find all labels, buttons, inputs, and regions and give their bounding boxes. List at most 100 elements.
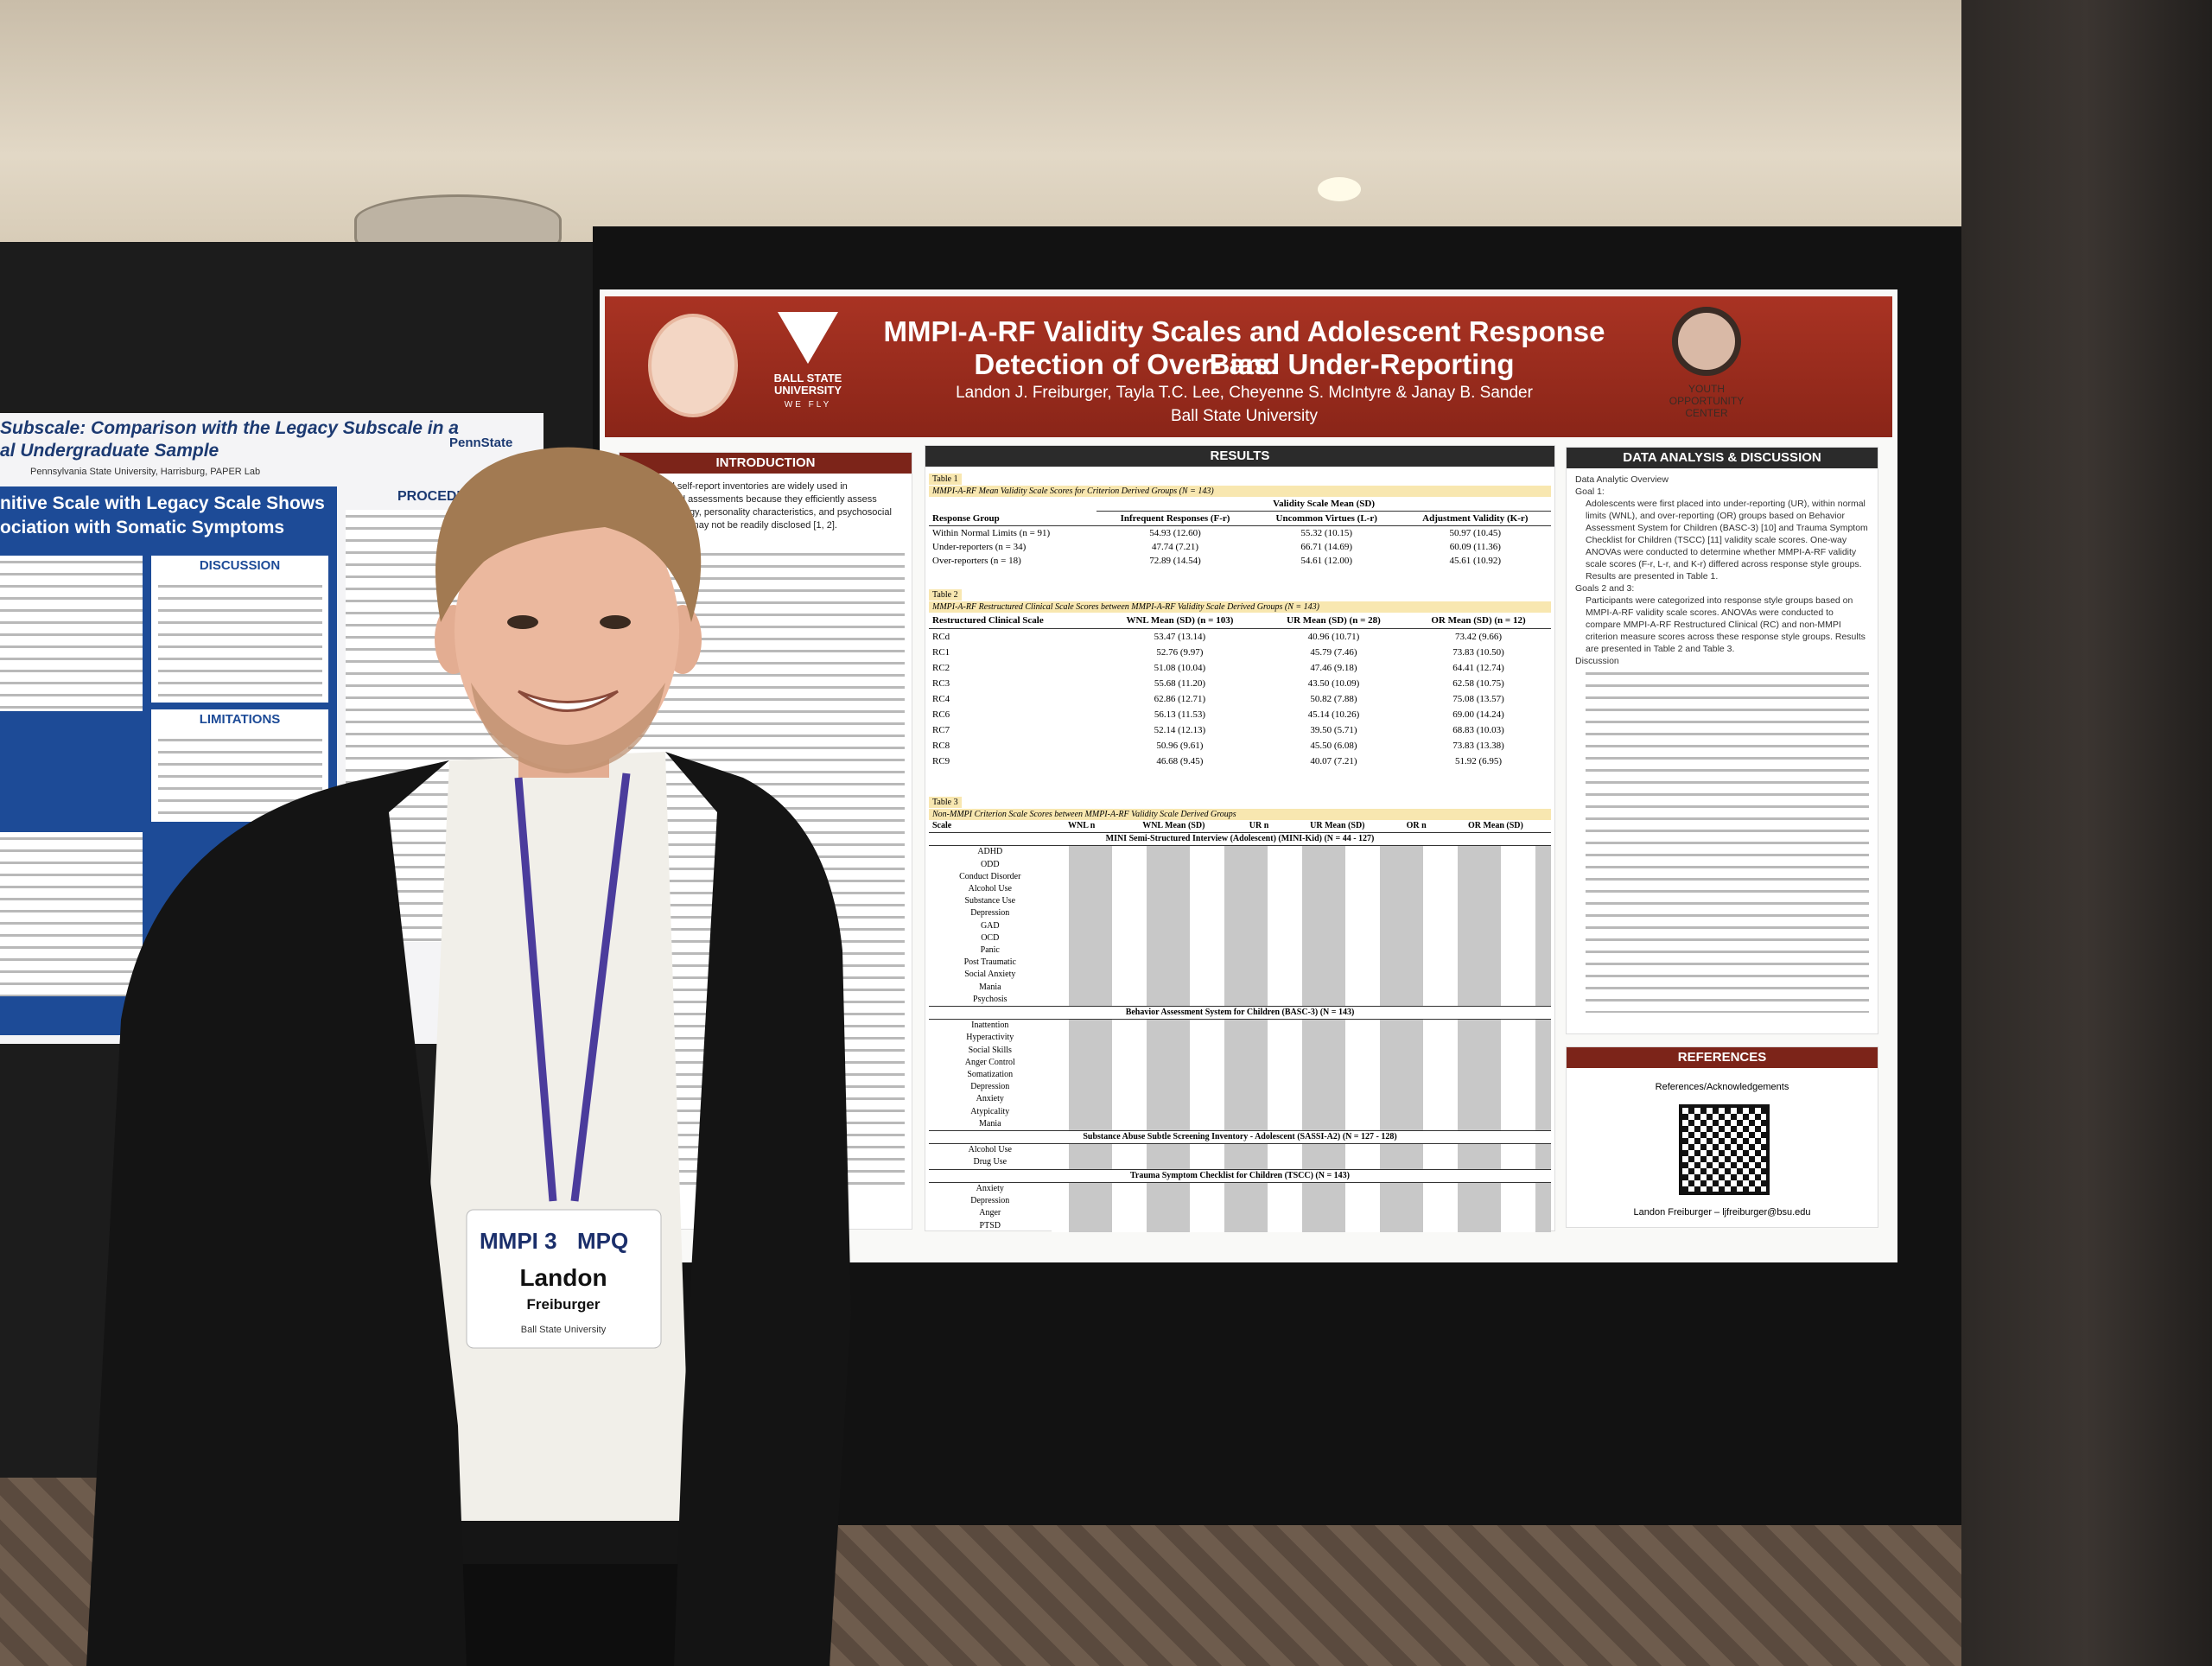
cell: 69.00 (14.24) [1452, 709, 1504, 720]
cell: 54.93 (12.60) [1149, 528, 1201, 538]
cell: 39.50 (5.71) [1310, 725, 1357, 735]
cell-values [1051, 981, 1551, 994]
table-label: Table 2 [929, 589, 962, 601]
scale-name: Anger Control [964, 1057, 1015, 1067]
left-discussion: DISCUSSION [199, 558, 281, 573]
cell-values [1051, 957, 1551, 970]
cell: 46.68 (9.45) [1156, 756, 1204, 766]
section-row: Behavior Assessment System for Children … [929, 1006, 1551, 1021]
header-row: Response Group Infrequent Responses (F-r)… [929, 511, 1551, 526]
cell: 75.08 (13.57) [1452, 694, 1504, 704]
table-row: OCD [929, 932, 1551, 945]
scale-name: ODD [980, 859, 1000, 869]
table-row: RC9 46.68 (9.45) 40.07 (7.21) 51.92 (6.95) [929, 754, 1551, 769]
cell-values [1051, 1117, 1551, 1131]
column-header: WNL Mean (SD) (n = 103) [1097, 613, 1262, 629]
cell-values [1051, 1182, 1551, 1196]
table-row: Anxiety [929, 1093, 1551, 1106]
table-1: Table 1 MMPI-A-RF Mean Validity Scale Sco… [929, 470, 1551, 568]
intro-heading: INTRODUCTION [620, 453, 912, 474]
title-1: MMPI-A-RF Validity Scales and Adolescent… [883, 315, 1605, 380]
cell: RC2 [932, 663, 950, 673]
cell: 47.46 (9.18) [1310, 663, 1357, 673]
goal-23-text: Participants were categorized into respo… [1586, 595, 1866, 654]
table-row: GAD [929, 919, 1551, 932]
discussion-heading: DATA ANALYSIS & DISCUSSION [1567, 448, 1878, 468]
section-title: Trauma Symptom Checklist for Children (T… [929, 1168, 1551, 1183]
bsu-motto: WE FLY [784, 400, 832, 410]
cell-values [1051, 1143, 1551, 1157]
table-row: Alcohol Use [929, 1143, 1551, 1157]
lanyard [514, 773, 631, 1202]
column-header: OR Mean (SD) (n = 12) [1406, 613, 1551, 629]
table-row: Panic [929, 944, 1551, 957]
table-row: Social Skills [929, 1044, 1551, 1057]
column-header: Adjustment Validity (K-r) [1399, 511, 1551, 526]
cell: 45.50 (6.08) [1310, 741, 1357, 751]
jacket-right [665, 752, 851, 1666]
bsu-logo: BALL STATE UNIVERSITY [773, 372, 842, 397]
cell: RC9 [932, 756, 950, 766]
left-procedure: PROCEDU [397, 489, 467, 504]
pants [389, 1547, 726, 1666]
scale-name: Social Skills [968, 1045, 1012, 1055]
hair [435, 447, 702, 622]
cell-values [1051, 895, 1551, 908]
table-row: Anger Control [929, 1056, 1551, 1070]
table-row: RC4 62.86 (12.71) 50.82 (7.88) 75.08 (13.57… [929, 691, 1551, 707]
scale-name: Anxiety [976, 1183, 1004, 1193]
scale-name: PTSD [979, 1220, 1001, 1230]
scale-name: Mania [979, 982, 1001, 992]
cell-values [1051, 969, 1551, 982]
goal-23: Goals 2 and 3: [1575, 583, 1635, 594]
table: Scale WNL n WNL Mean (SD) UR n UR Mean (SD) O… [929, 820, 1551, 1232]
badge-first-name: Landon [519, 1264, 607, 1291]
cell-values [1051, 1032, 1551, 1045]
cell: 54.61 (12.00) [1300, 556, 1352, 566]
left-table-2 [0, 832, 143, 996]
table-row: RC6 56.13 (11.53) 45.14 (10.26) 69.00 (14.2… [929, 707, 1551, 722]
cell-values [1051, 944, 1551, 957]
table-label: Table 3 [929, 797, 962, 808]
left-banner-1: nitive Scale with Legacy Scale Shows [0, 493, 325, 513]
cell: 64.41 (12.74) [1452, 663, 1504, 673]
left-affiliation: Pennsylvania State University, Harrisbur… [30, 467, 261, 477]
table-row: RC3 55.68 (11.20) 43.50 (10.09) 62.58 (10.7… [929, 676, 1551, 691]
cell: 51.92 (6.95) [1454, 756, 1503, 766]
affiliation: Ball State University [1170, 407, 1318, 425]
cell: 66.71 (14.69) [1300, 542, 1352, 552]
cell: 55.32 (10.15) [1300, 528, 1352, 538]
left-title-2: al Undergraduate Sample [0, 441, 219, 461]
table-row: Substance Use [929, 895, 1551, 908]
scale-name: Alcohol Use [968, 1145, 1012, 1155]
cell: 55.68 (11.20) [1154, 678, 1205, 689]
cell: 73.83 (13.38) [1452, 741, 1504, 751]
left-limitations: LIMITATIONS [199, 712, 281, 727]
table-row: Atypicality [929, 1105, 1551, 1118]
scale-name: Social Anxiety [964, 970, 1016, 980]
poster-header: BALL STATE UNIVERSITY WE FLY MMPI-A-RF V… [605, 296, 1892, 437]
results-column: RESULTS Table 1 MMPI-A-RF Mean Validity S… [925, 445, 1555, 1232]
scale-name: Anger [979, 1208, 1001, 1218]
cell: 73.42 (9.66) [1454, 632, 1503, 642]
cell: Within Normal Limits (n = 91) [932, 528, 1051, 538]
cell: Over-reporters (n = 18) [932, 556, 1021, 566]
eye-left [507, 615, 538, 629]
cell: 52.14 (12.13) [1154, 725, 1206, 735]
table: Validity Scale Mean (SD) Response Group In… [929, 497, 1551, 568]
cell: 60.09 (11.36) [1449, 542, 1501, 552]
left-banner-2: ociation with Somatic Symptoms [0, 518, 285, 537]
scale-name: Drug Use [973, 1157, 1007, 1167]
face [454, 493, 679, 769]
cell-values [1051, 907, 1551, 920]
scale-name: Mania [979, 1118, 1001, 1129]
table-row: Under-reporters (n = 34) 47.74 (7.21) 66.7… [929, 540, 1551, 554]
table-row: ODD [929, 858, 1551, 871]
badge-logo-1: MMPI 3 [480, 1228, 557, 1254]
jacket-left [86, 760, 467, 1666]
group-header: Validity Scale Mean (SD) [1096, 497, 1551, 512]
qr-code [1679, 1104, 1770, 1195]
column-header: Response Group [929, 511, 1097, 526]
cell: RC3 [932, 678, 950, 689]
